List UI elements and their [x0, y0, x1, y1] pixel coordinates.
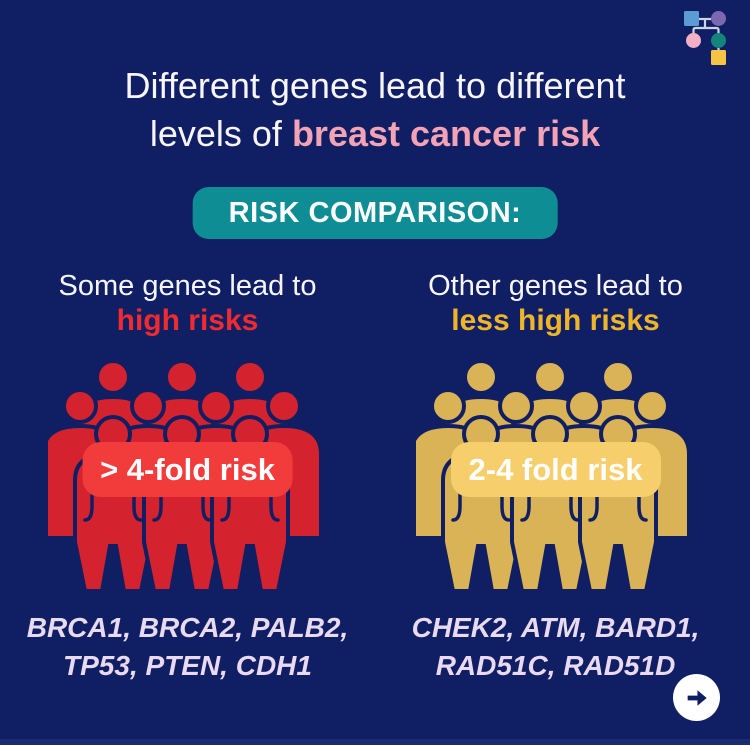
high-risk-heading-line2: high risks	[116, 304, 259, 337]
gene-list-line: TP53, PTEN, CDH1	[63, 650, 312, 681]
title-highlight: breast cancer risk	[291, 113, 601, 154]
less-high-risk-column: Other genes lead to less high risks 2-4 …	[368, 265, 743, 705]
gene-list-line: BRCA1, BRCA2, PALB2,	[26, 612, 349, 643]
high-risk-heading-line1: Some genes lead to	[58, 270, 317, 302]
page-title: Different genes lead to different levels…	[0, 62, 750, 158]
arrow-right-icon	[687, 689, 707, 706]
less-high-risk-fold-badge: 2-4 fold risk	[450, 442, 661, 497]
family-pedigree-logo	[684, 11, 726, 65]
high-risk-column: Some genes lead to high risks > 4-fold r…	[0, 265, 375, 705]
gene-list-line: CHEK2, ATM, BARD1,	[411, 612, 700, 643]
gene-list-line: RAD51C, RAD51D	[435, 650, 676, 681]
less-high-risk-heading-line1: Other genes lead to	[428, 270, 683, 302]
less-high-risk-heading-line2: less high risks	[451, 304, 660, 337]
title-line-2: levels of breast cancer risk	[149, 113, 601, 154]
next-button[interactable]	[673, 674, 720, 721]
high-risk-fold-badge: > 4-fold risk	[82, 442, 293, 497]
high-risk-gene-list: BRCA1, BRCA2, PALB2, TP53, PTEN, CDH1	[0, 609, 375, 685]
bottom-edge-strip	[0, 739, 750, 745]
less-high-risk-gene-list: CHEK2, ATM, BARD1, RAD51C, RAD51D	[368, 609, 743, 685]
risk-comparison-badge: RISK COMPARISON:	[192, 187, 558, 239]
title-line-1: Different genes lead to different	[124, 65, 626, 106]
